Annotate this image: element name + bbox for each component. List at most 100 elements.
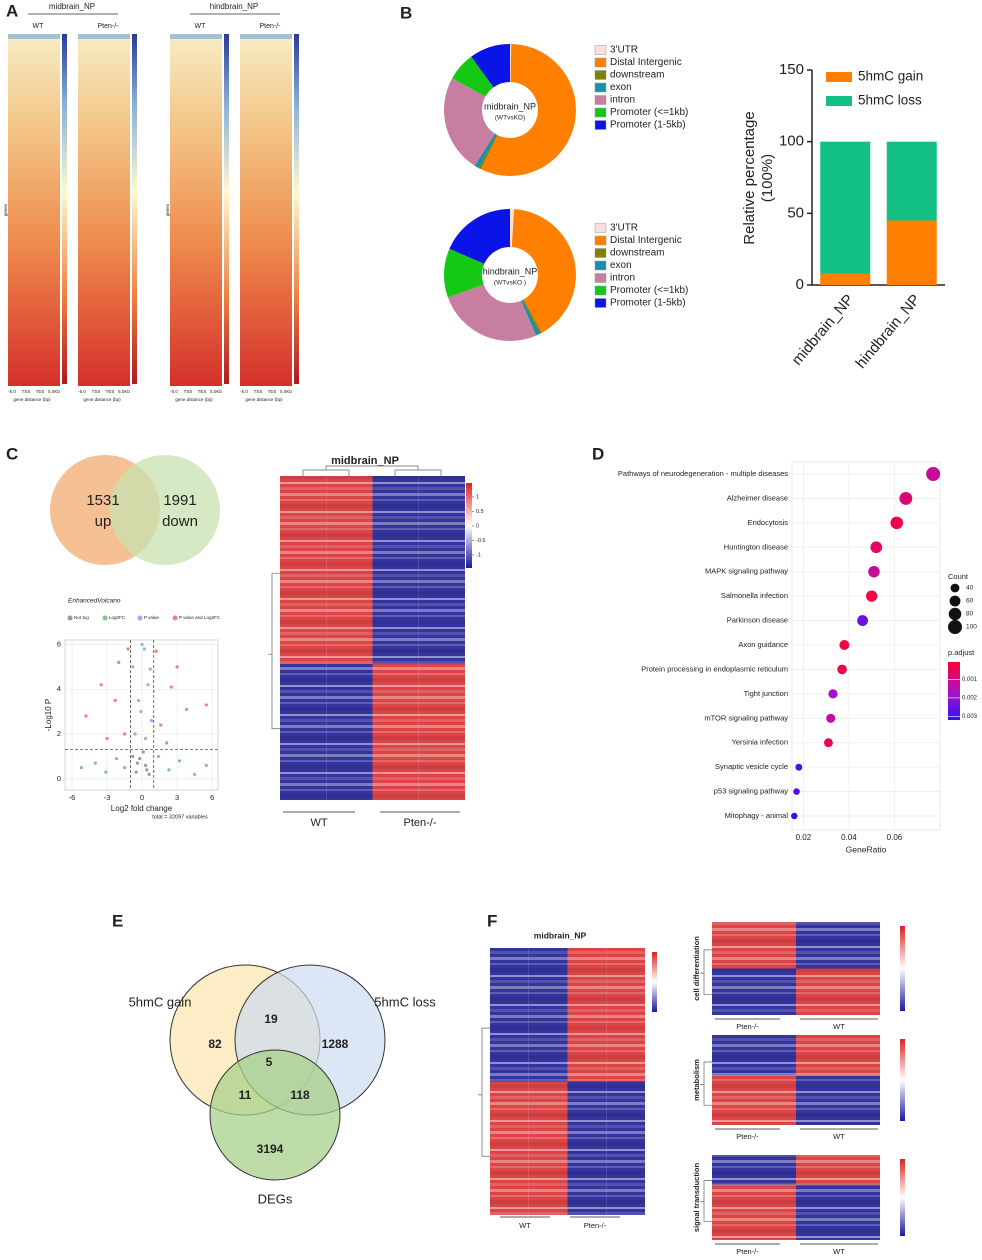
heatmap-texture (754, 1184, 796, 1240)
x-tick-label: 0 (140, 793, 144, 802)
legend-swatch (594, 82, 607, 93)
column-label: WT (310, 817, 327, 829)
heatmap-texture (606, 948, 645, 1082)
legend-swatch (594, 57, 607, 68)
x-tick-label: 5.0Kb (280, 389, 292, 394)
legend-label: 3'UTR (610, 45, 638, 56)
donut-slice (444, 78, 495, 166)
point (140, 642, 144, 647)
legend-swatch (594, 248, 607, 258)
colorbar-label: 0.002 (962, 695, 978, 701)
dot (866, 590, 878, 602)
panel-label: B (400, 3, 412, 22)
legend-label: intron (610, 95, 635, 106)
dot (793, 788, 800, 795)
heatmap-texture (838, 1184, 880, 1240)
point (143, 763, 148, 767)
x-axis-label: gene distance (bp) (245, 397, 283, 402)
colorbar-label: 0 (476, 523, 479, 529)
y-tick-label: 0 (57, 774, 61, 783)
point (113, 698, 117, 703)
venn-count: 3194 (257, 1142, 284, 1156)
bar-segment (820, 141, 871, 274)
legend-label: 3'UTR (610, 223, 638, 234)
bar-segment (886, 141, 937, 221)
legend-label: P value (144, 615, 159, 620)
point (133, 732, 137, 736)
sample-label: WT (195, 23, 207, 30)
heatmap-texture (280, 663, 327, 800)
y-tick-label: Axon guidance (738, 640, 788, 649)
x-tick-label: 0.06 (887, 833, 903, 842)
heatmap-texture (796, 1035, 838, 1076)
panel-label: C (6, 444, 18, 463)
point (131, 754, 135, 759)
colorbar-label: 0.001 (962, 677, 978, 683)
bar-segment (820, 273, 871, 285)
colorbar (948, 662, 960, 720)
profile-heatmap (240, 34, 292, 386)
y-axis-label: genes (3, 203, 8, 216)
point (104, 770, 108, 774)
y-tick-label: 2 (57, 729, 61, 738)
donut-slice (478, 134, 498, 170)
heatmap-texture (838, 968, 880, 1015)
legend-swatch (594, 107, 607, 118)
venn-count: 19 (264, 1012, 278, 1026)
column-label: WT (833, 1022, 845, 1031)
heatmap-texture (712, 1155, 754, 1185)
legend-label: P value and Log2FC (179, 615, 221, 620)
heatmap-texture (838, 1155, 880, 1185)
y-tick-label: 0 (796, 276, 804, 293)
column-label: Pten-/- (403, 817, 436, 829)
colorbar (900, 926, 905, 1011)
x-tick-label: 0.04 (841, 833, 857, 842)
donut-title: midbrain_NP (484, 101, 536, 111)
y-tick-label: p53 signaling pathway (714, 787, 788, 796)
legend-dot (950, 583, 960, 593)
dot (926, 467, 941, 481)
colorbar-label: -1 (476, 552, 481, 558)
x-tick-label: -5.0 (240, 389, 248, 394)
point (141, 750, 145, 754)
x-tick-label: -5.0 (170, 389, 178, 394)
legend-dot (172, 615, 178, 621)
colorbar (132, 34, 137, 384)
x-tick-label: 5.0Kb (210, 389, 222, 394)
y-tick-label: Pathways of neurodegeneration - multiple… (618, 469, 788, 478)
heatmap-texture (712, 922, 754, 969)
heatmap-texture (754, 922, 796, 969)
legend-label: exon (610, 260, 632, 271)
group-title: midbrain_NP (49, 2, 95, 11)
heatmap-top (170, 34, 222, 39)
venn-label: down (162, 513, 198, 530)
x-tick-label: TES (106, 389, 115, 394)
point (147, 772, 151, 776)
legend-label: Log2FC (109, 615, 126, 620)
y-axis-label: (100%) (759, 154, 776, 202)
x-tick-label: 5.0Kb (118, 389, 130, 394)
venn-circle (209, 1049, 341, 1181)
heatmap-texture (606, 1081, 645, 1215)
point (184, 707, 189, 712)
legend-title: p.adjust (948, 648, 975, 657)
panel-label: A (6, 1, 18, 20)
dot (868, 565, 880, 578)
point (148, 667, 152, 671)
legend-label: Promoter (1-5kb) (610, 298, 686, 309)
heatmap-texture (528, 948, 568, 1082)
point (99, 683, 103, 687)
bar-segment (886, 220, 937, 285)
venn-count: 82 (208, 1037, 222, 1051)
legend-swatch (594, 260, 607, 271)
legend-swatch (594, 120, 607, 130)
sample-label: Pten-/- (97, 23, 119, 30)
heatmap-texture (326, 476, 373, 664)
legend-label: downstream (610, 248, 664, 259)
y-tick-label: Alzheimer disease (727, 493, 788, 502)
y-tick-label: mTOR signaling pathway (704, 713, 788, 722)
point (105, 736, 109, 741)
donut-slice (480, 44, 577, 177)
legend-label: Promoter (<=1kb) (610, 107, 688, 118)
x-tick-label: 0.02 (796, 833, 812, 842)
